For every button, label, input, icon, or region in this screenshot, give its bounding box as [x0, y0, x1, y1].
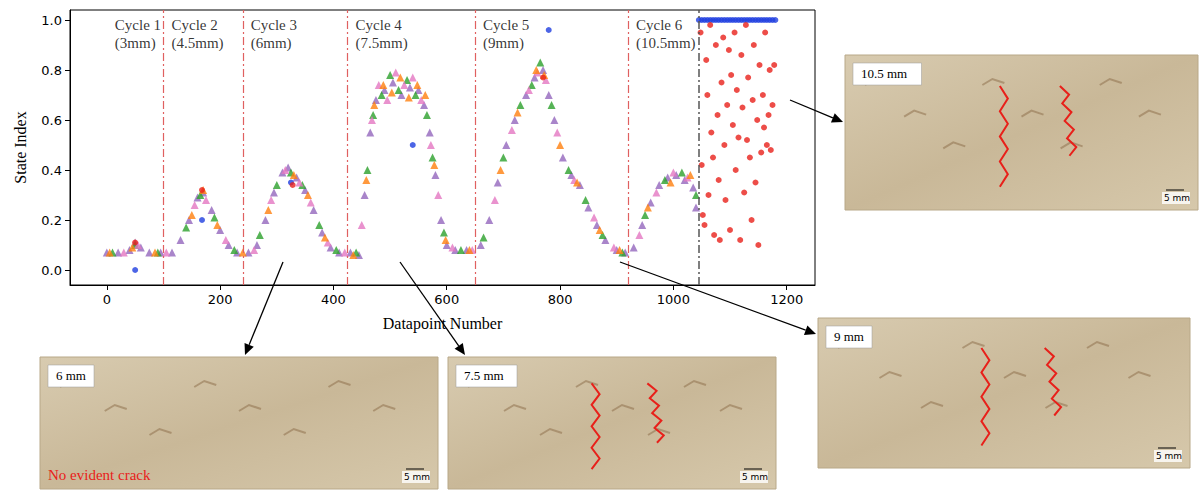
svg-text:10.5 mm: 10.5 mm — [861, 66, 907, 81]
svg-text:Cycle 4: Cycle 4 — [356, 17, 403, 33]
svg-text:5 mm: 5 mm — [1156, 451, 1182, 461]
svg-text:State Index: State Index — [12, 111, 29, 183]
svg-text:(10.5mm): (10.5mm) — [636, 35, 696, 52]
svg-text:1.0: 1.0 — [41, 13, 62, 28]
svg-text:400: 400 — [321, 292, 346, 307]
svg-text:(4.5mm): (4.5mm) — [171, 35, 223, 52]
svg-text:200: 200 — [208, 292, 233, 307]
svg-text:600: 600 — [434, 292, 459, 307]
svg-text:5 mm: 5 mm — [1164, 193, 1190, 203]
svg-text:0.2: 0.2 — [41, 213, 62, 228]
svg-text:800: 800 — [548, 292, 573, 307]
svg-text:(6mm): (6mm) — [251, 35, 292, 52]
svg-text:0.8: 0.8 — [41, 63, 62, 78]
svg-text:5 mm: 5 mm — [742, 472, 768, 482]
svg-text:Cycle 3: Cycle 3 — [251, 17, 297, 33]
svg-text:Cycle 6: Cycle 6 — [636, 17, 683, 33]
svg-text:(3mm): (3mm) — [115, 35, 156, 52]
svg-text:5 mm: 5 mm — [404, 472, 430, 482]
svg-text:0.4: 0.4 — [41, 163, 62, 178]
svg-text:Cycle 5: Cycle 5 — [483, 17, 529, 33]
svg-text:9 mm: 9 mm — [834, 329, 864, 344]
svg-text:1200: 1200 — [770, 292, 803, 307]
svg-text:0.0: 0.0 — [41, 263, 62, 278]
svg-text:(7.5mm): (7.5mm) — [356, 35, 408, 52]
svg-text:1000: 1000 — [657, 292, 690, 307]
svg-text:Cycle 2: Cycle 2 — [171, 17, 217, 33]
svg-text:0.6: 0.6 — [41, 113, 62, 128]
svg-text:0: 0 — [103, 292, 111, 307]
svg-text:6 mm: 6 mm — [56, 368, 86, 383]
svg-text:Cycle 1: Cycle 1 — [115, 17, 161, 33]
svg-text:No evident crack: No evident crack — [48, 467, 151, 483]
svg-text:7.5 mm: 7.5 mm — [464, 368, 504, 383]
svg-text:(9mm): (9mm) — [483, 35, 524, 52]
svg-text:Datapoint Number: Datapoint Number — [382, 314, 503, 332]
